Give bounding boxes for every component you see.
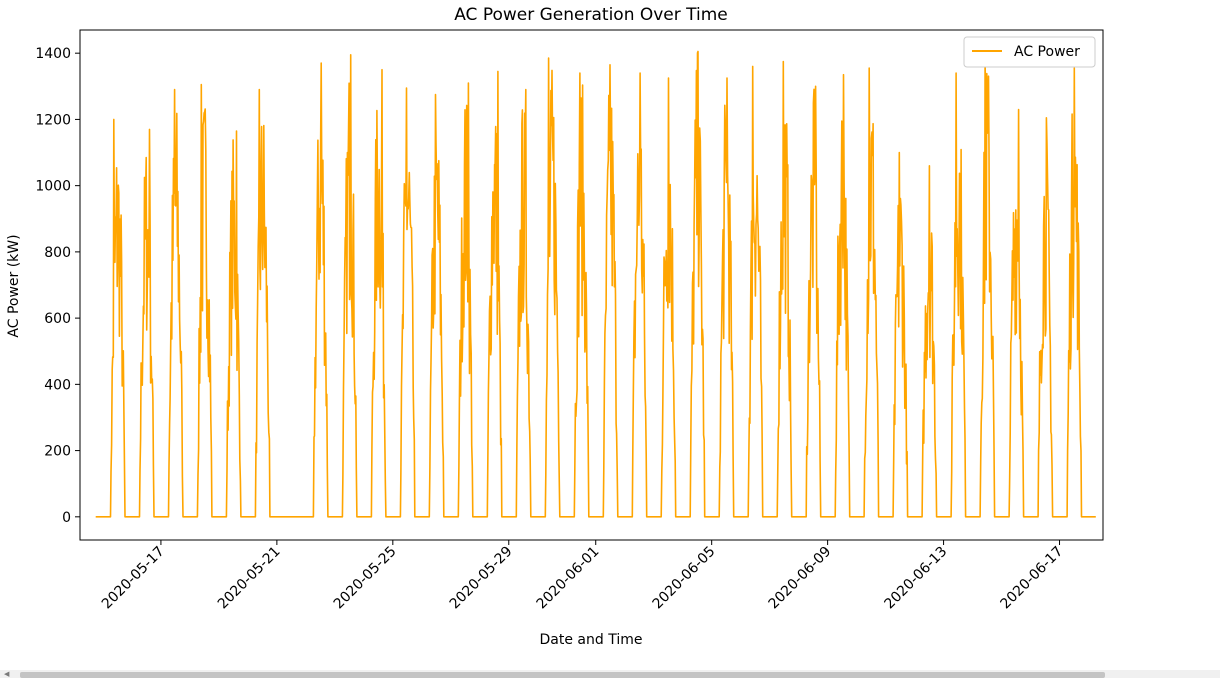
plot-area bbox=[95, 49, 1096, 518]
y-tick-label: 800 bbox=[44, 245, 71, 261]
legend: AC Power bbox=[963, 36, 1096, 68]
scroll-left-icon[interactable]: ◀ bbox=[4, 670, 10, 678]
x-tick-label: 2020-05-21 bbox=[215, 544, 284, 613]
x-tick-label: 2020-05-29 bbox=[447, 544, 516, 613]
x-tick-label: 2020-05-17 bbox=[99, 544, 168, 613]
chart-title: AC Power Generation Over Time bbox=[454, 5, 728, 25]
y-tick-label: 600 bbox=[44, 311, 71, 327]
x-tick-label: 2020-06-13 bbox=[882, 544, 951, 613]
y-tick-label: 1000 bbox=[35, 179, 71, 195]
x-tick-label: 2020-06-17 bbox=[997, 544, 1066, 613]
series-line-ac-power bbox=[95, 49, 1096, 518]
x-tick-label: 2020-06-05 bbox=[650, 544, 719, 613]
y-tick-label: 1200 bbox=[35, 112, 71, 128]
y-tick-label: 400 bbox=[44, 377, 71, 393]
y-axis-label: AC Power (kW) bbox=[6, 234, 22, 337]
axes-frame bbox=[79, 29, 1104, 541]
x-tick-label: 2020-05-25 bbox=[331, 544, 400, 613]
legend-box bbox=[963, 36, 1096, 68]
y-tick-label: 0 bbox=[62, 510, 71, 526]
legend-label: AC Power bbox=[1014, 44, 1080, 60]
x-tick-label: 2020-06-09 bbox=[766, 544, 835, 613]
x-axis-label: Date and Time bbox=[540, 632, 643, 648]
x-axis: 2020-05-17 2020-05-21 2020-05-25 2020-05-29… bbox=[99, 540, 1066, 612]
y-tick-label: 1400 bbox=[35, 46, 71, 62]
y-tick-label: 200 bbox=[44, 444, 71, 460]
horizontal-scrollbar[interactable] bbox=[20, 672, 1105, 678]
x-tick-label: 2020-06-01 bbox=[534, 544, 603, 613]
y-axis: 0 200 400 600 800 1000 1200 1400 bbox=[35, 46, 80, 526]
